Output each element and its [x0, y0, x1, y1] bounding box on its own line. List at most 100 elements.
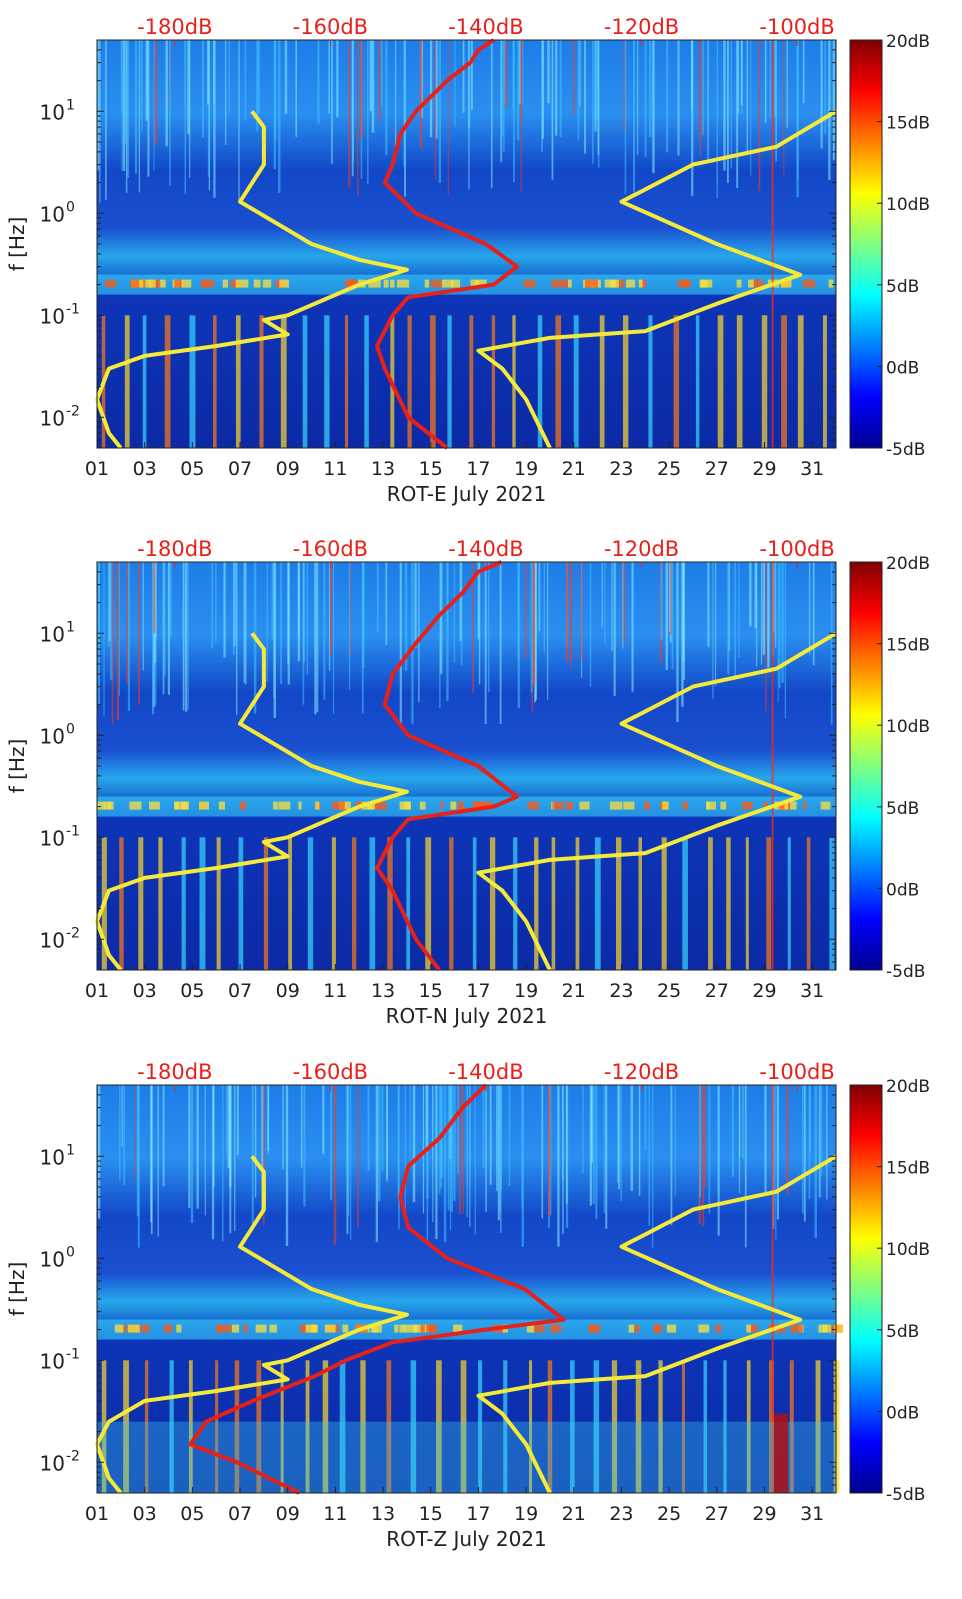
red-psd-curve: [375, 38, 520, 450]
yellow-noise-model-low: [95, 110, 409, 450]
colorbar-label: 5dB: [886, 1322, 919, 1342]
x-tick-label: 31: [800, 1503, 824, 1525]
colorbar-label: 0dB: [886, 880, 919, 900]
y-tick-label: 10: [40, 1349, 65, 1373]
x-tick-label: 21: [562, 458, 586, 480]
x-tick-label: 05: [180, 1503, 204, 1525]
top-db-label: -100dB: [759, 1060, 834, 1084]
x-tick-label: 07: [228, 1503, 252, 1525]
x-tick-label: 19: [514, 980, 538, 1002]
top-db-label: -120dB: [604, 15, 679, 39]
y-tick-label: 10: [40, 100, 65, 124]
colorbar: [849, 39, 883, 449]
red-psd-curve: [375, 560, 520, 972]
yellow-noise-model-high: [476, 631, 838, 971]
y-tick-exponent: 0: [66, 721, 75, 737]
x-tick-label: 07: [228, 458, 252, 480]
x-tick-label: 13: [371, 1503, 395, 1525]
y-tick-label: 10: [40, 1145, 65, 1169]
x-tick-label: 29: [752, 1503, 776, 1525]
x-tick-label: 13: [371, 458, 395, 480]
top-db-label: -140dB: [448, 15, 523, 39]
y-tick-exponent: -1: [66, 1346, 80, 1362]
x-tick-label: 29: [752, 980, 776, 1002]
x-tick-label: 01: [85, 1503, 109, 1525]
colorbar-label: 20dB: [886, 554, 930, 574]
y-tick-label: 10: [40, 202, 65, 226]
x-tick-label: 15: [419, 980, 443, 1002]
spectrogram-texture: [97, 1085, 844, 1493]
y-tick-exponent: -1: [66, 823, 80, 839]
x-tick-label: 11: [323, 1503, 347, 1525]
yellow-noise-model-high: [476, 109, 838, 449]
colorbar-label: 10dB: [886, 1240, 930, 1260]
x-tick-label: 17: [466, 458, 490, 480]
x-tick-label: 15: [419, 1503, 443, 1525]
colorbar-label: 15dB: [886, 114, 930, 134]
y-tick-exponent: 1: [66, 1142, 75, 1158]
x-tick-label: 27: [705, 1503, 729, 1525]
y-tick-exponent: -2: [66, 1448, 80, 1464]
x-tick-label: 11: [323, 458, 347, 480]
top-db-label: -180dB: [137, 15, 212, 39]
x-tick-label: 13: [371, 980, 395, 1002]
colorbar-label: 10dB: [886, 717, 930, 737]
y-tick-label: 10: [40, 1247, 65, 1271]
colorbar-label: 0dB: [886, 358, 919, 378]
x-tick-label: 15: [419, 458, 443, 480]
x-tick-label: 19: [514, 458, 538, 480]
x-tick-label: 25: [657, 458, 681, 480]
x-tick-label: 23: [609, 458, 633, 480]
y-tick-exponent: 1: [66, 619, 75, 635]
x-tick-label: 21: [562, 980, 586, 1002]
spectrogram-background: [97, 562, 836, 970]
colorbar-label: 10dB: [886, 195, 930, 215]
y-tick-label: 10: [40, 1451, 65, 1475]
y-tick-exponent: 1: [66, 97, 75, 113]
top-db-label: -140dB: [448, 537, 523, 561]
x-tick-label: 25: [657, 980, 681, 1002]
x-tick-label: 17: [466, 980, 490, 1002]
x-tick-label: 09: [276, 980, 300, 1002]
x-axis-label: ROT-N July 2021: [386, 1004, 548, 1028]
y-axis-label: f [Hz]: [5, 739, 29, 794]
y-tick-label: 10: [40, 304, 65, 328]
x-tick-label: 03: [133, 980, 157, 1002]
y-tick-exponent: -2: [66, 925, 80, 941]
y-tick-label: 10: [40, 622, 65, 646]
colorbar-label: -5dB: [886, 962, 925, 982]
y-tick-label: 10: [40, 406, 65, 430]
x-tick-label: 09: [276, 458, 300, 480]
x-tick-label: 11: [323, 980, 347, 1002]
yellow-noise-model-high: [476, 1154, 838, 1494]
top-db-label: -180dB: [137, 1060, 212, 1084]
x-tick-label: 23: [609, 980, 633, 1002]
yellow-noise-model-low: [95, 632, 409, 972]
colorbar-label: 15dB: [886, 636, 930, 656]
yellow-noise-model-low: [95, 1155, 409, 1495]
x-tick-label: 01: [85, 458, 109, 480]
x-tick-label: 07: [228, 980, 252, 1002]
colorbar-label: 0dB: [886, 1403, 919, 1423]
colorbar-label: -5dB: [886, 440, 925, 460]
spectrogram-texture: [97, 40, 836, 448]
colorbar-label: 5dB: [886, 277, 919, 297]
x-tick-label: 01: [85, 980, 109, 1002]
y-tick-exponent: -2: [66, 403, 80, 419]
x-tick-label: 05: [180, 458, 204, 480]
x-tick-label: 31: [800, 458, 824, 480]
y-tick-label: 10: [40, 724, 65, 748]
colorbar-label: 5dB: [886, 799, 919, 819]
y-tick-exponent: -1: [66, 301, 80, 317]
colorbar-label: 20dB: [886, 32, 930, 52]
colorbar: [849, 1084, 883, 1494]
x-tick-label: 25: [657, 1503, 681, 1525]
x-tick-label: 09: [276, 1503, 300, 1525]
top-db-label: -120dB: [604, 537, 679, 561]
colorbar-label: 20dB: [886, 1077, 930, 1097]
x-tick-label: 23: [609, 1503, 633, 1525]
y-tick-exponent: 0: [66, 1244, 75, 1260]
